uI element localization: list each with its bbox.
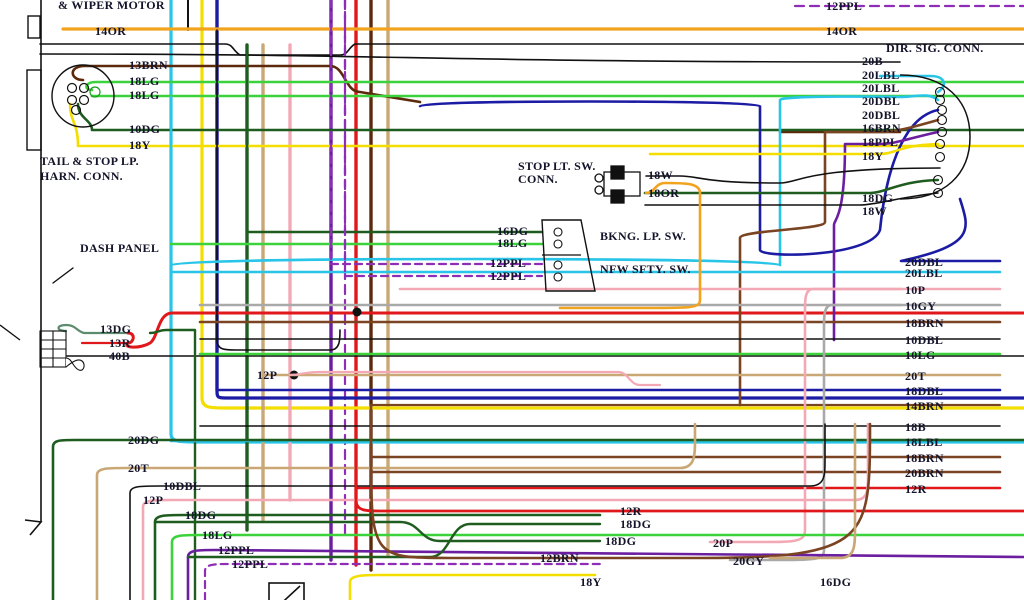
svg-text:10DBL: 10DBL (163, 479, 201, 493)
svg-text:18LG: 18LG (202, 528, 233, 542)
svg-text:12PPL: 12PPL (490, 256, 526, 270)
svg-text:20LBL: 20LBL (862, 68, 900, 82)
svg-text:20BRN: 20BRN (905, 466, 944, 480)
svg-text:CONN.: CONN. (518, 172, 558, 186)
svg-text:18LG: 18LG (497, 236, 528, 250)
svg-text:12PPL: 12PPL (232, 557, 268, 571)
svg-text:18W: 18W (648, 168, 673, 182)
svg-text:18DG: 18DG (185, 508, 216, 522)
svg-text:18Y: 18Y (862, 149, 884, 163)
svg-text:TAIL & STOP LP.: TAIL & STOP LP. (40, 154, 139, 168)
svg-text:18B: 18B (905, 420, 926, 434)
svg-text:13BRN: 13BRN (129, 58, 168, 72)
svg-text:18DG: 18DG (605, 534, 636, 548)
svg-text:20P: 20P (713, 536, 733, 550)
svg-text:12P: 12P (257, 368, 277, 382)
svg-text:DASH PANEL: DASH PANEL (80, 241, 159, 255)
svg-text:10GY: 10GY (905, 299, 936, 313)
svg-text:10LG: 10LG (905, 348, 936, 362)
svg-text:14OR: 14OR (95, 24, 126, 38)
svg-text:20LBL: 20LBL (862, 81, 900, 95)
svg-text:18Y: 18Y (129, 138, 151, 152)
svg-text:18W: 18W (862, 204, 887, 218)
svg-text:13DG: 13DG (100, 322, 131, 336)
svg-text:18LBL: 18LBL (905, 435, 943, 449)
svg-text:12PPL: 12PPL (826, 0, 862, 13)
svg-text:20T: 20T (905, 369, 926, 383)
svg-text:13R: 13R (109, 336, 131, 350)
svg-text:12P: 12P (143, 493, 163, 507)
svg-text:18BRN: 18BRN (905, 451, 944, 465)
svg-text:20DG: 20DG (128, 433, 159, 447)
svg-text:12PPL: 12PPL (218, 543, 254, 557)
svg-text:16BRN: 16BRN (862, 121, 901, 135)
svg-text:12BRN: 12BRN (540, 551, 579, 565)
svg-text:STOP LT. SW.: STOP LT. SW. (518, 159, 596, 173)
svg-text:14BRN: 14BRN (905, 399, 944, 413)
svg-text:10DG: 10DG (129, 122, 160, 136)
svg-text:DIR. SIG. CONN.: DIR. SIG. CONN. (886, 41, 984, 55)
svg-text:12R: 12R (905, 482, 927, 496)
svg-text:18DBL: 18DBL (905, 384, 943, 398)
svg-text:18BRN: 18BRN (905, 316, 944, 330)
svg-text:20GY: 20GY (733, 554, 764, 568)
svg-text:14OR: 14OR (826, 24, 857, 38)
svg-text:10DBL: 10DBL (905, 333, 943, 347)
svg-text:40B: 40B (109, 349, 130, 363)
svg-text:HARN. CONN.: HARN. CONN. (40, 169, 123, 183)
svg-text:20DBL: 20DBL (862, 108, 900, 122)
svg-text:18Y: 18Y (580, 575, 602, 589)
svg-text:18DG: 18DG (620, 517, 651, 531)
svg-text:18LG: 18LG (129, 74, 160, 88)
svg-text:BKNG. LP. SW.: BKNG. LP. SW. (600, 229, 686, 243)
svg-text:12PPL: 12PPL (490, 269, 526, 283)
svg-text:12R: 12R (620, 504, 642, 518)
svg-text:18LG: 18LG (129, 88, 160, 102)
svg-text:18PPL: 18PPL (862, 135, 898, 149)
svg-text:20DBL: 20DBL (862, 94, 900, 108)
svg-text:16DG: 16DG (820, 575, 851, 589)
svg-text:& WIPER MOTOR: & WIPER MOTOR (58, 0, 165, 12)
svg-text:10P: 10P (905, 283, 925, 297)
svg-text:NFW SFTY. SW.: NFW SFTY. SW. (600, 262, 691, 276)
svg-text:20B: 20B (862, 54, 883, 68)
svg-text:20LBL: 20LBL (905, 266, 943, 280)
svg-text:18DG: 18DG (862, 191, 893, 205)
svg-text:20T: 20T (128, 461, 149, 475)
svg-text:18OR: 18OR (648, 186, 679, 200)
